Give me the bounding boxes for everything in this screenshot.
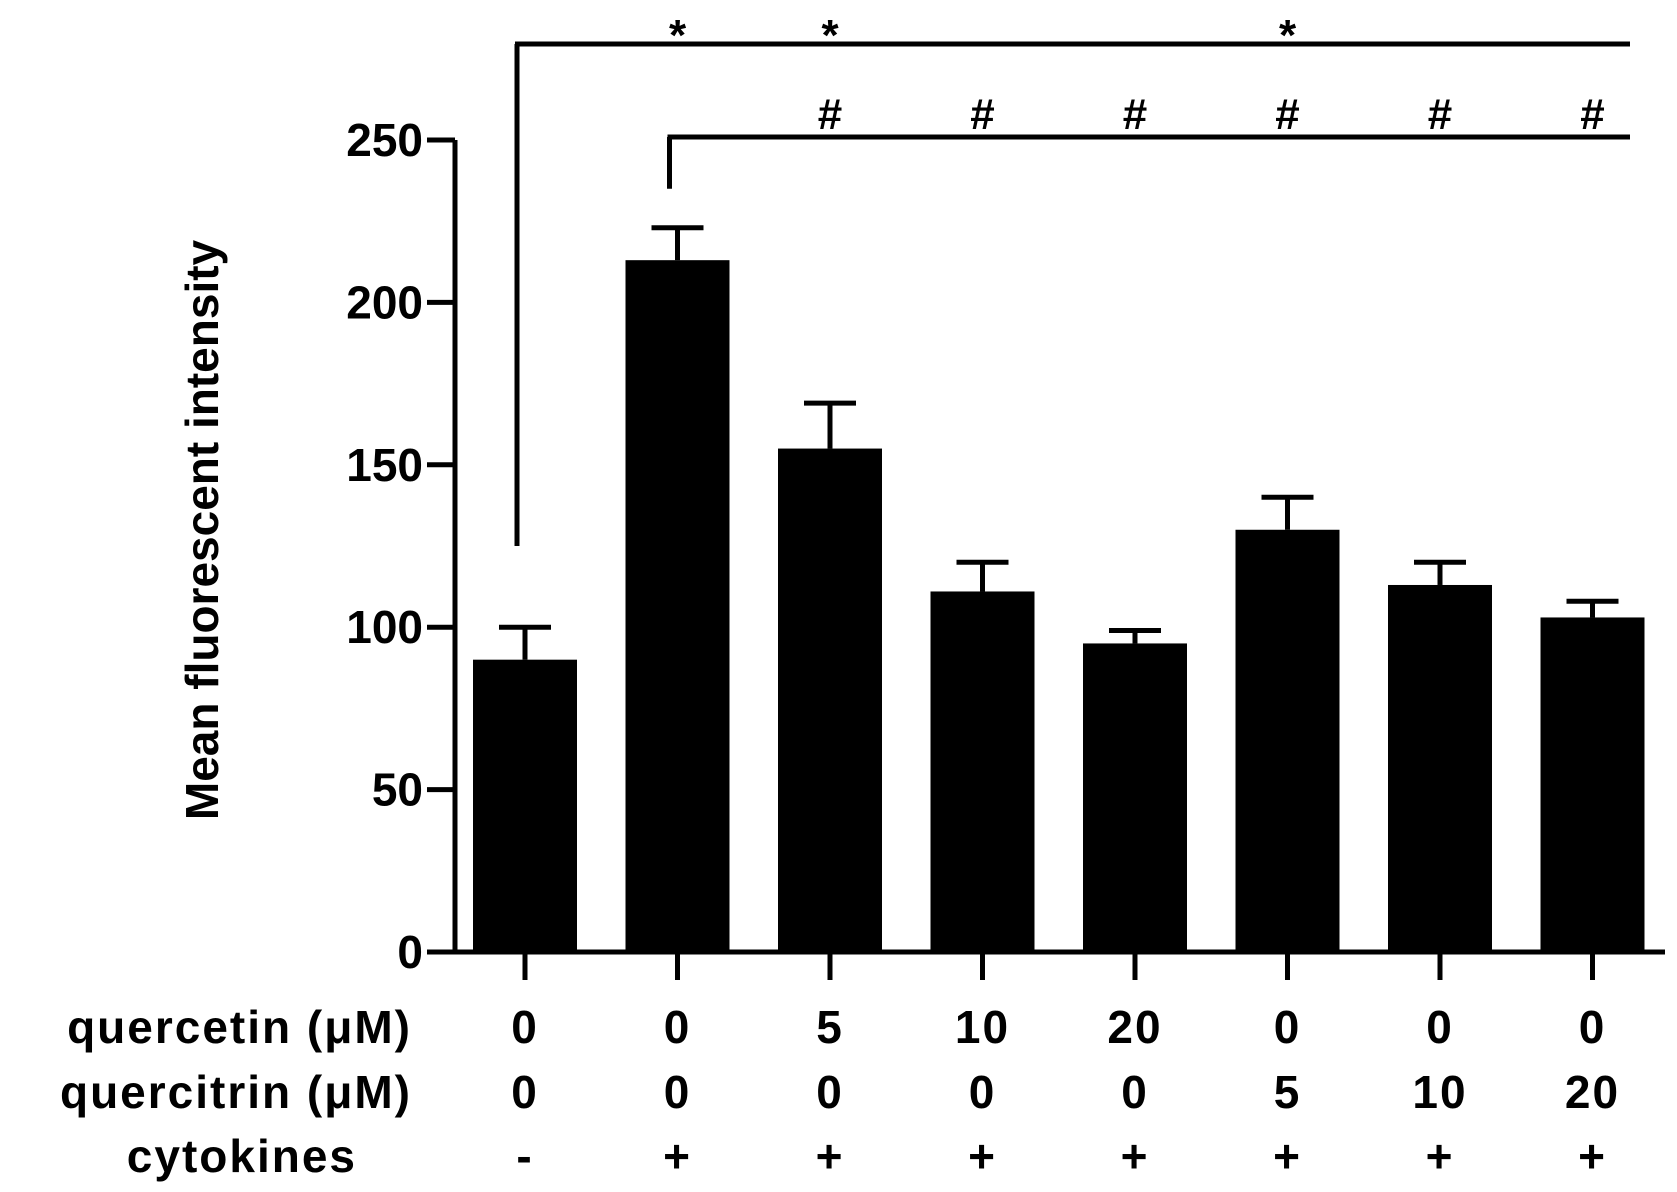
row-value: 0 [511,1066,539,1118]
significance-marker: * [1279,11,1297,60]
row-value: 0 [1579,1001,1607,1053]
y-axis-label: Mean fluorescent intensity [176,239,228,820]
row-value: + [1273,1130,1302,1182]
significance-marker: * [669,11,687,60]
significance-marker: # [1123,90,1147,139]
bar [1235,529,1340,952]
bar [1540,617,1645,952]
row-value: 5 [816,1001,844,1053]
row-label: quercitrin (μM) [60,1066,412,1118]
significance-brackets: * * * # # # # # # [514,11,1630,546]
row-value: 0 [1274,1001,1302,1053]
significance-marker: # [1580,90,1604,139]
row-value: + [663,1130,692,1182]
row-value: - [516,1130,533,1182]
row-value: 10 [955,1001,1010,1053]
significance-marker: * [821,11,839,60]
row-value: 10 [1412,1066,1467,1118]
bar [930,591,1035,952]
row-label: quercetin (μM) [67,1001,412,1053]
row-value: + [816,1130,845,1182]
row-value: + [968,1130,997,1182]
bar [778,448,882,952]
row-value: + [1578,1130,1607,1182]
y-tick-label: 150 [346,439,423,491]
row-value: 0 [664,1066,692,1118]
y-tick-label: 200 [346,276,423,328]
bar [473,659,577,952]
row-value: 0 [969,1066,997,1118]
bar [1083,643,1187,952]
row-value: + [1121,1130,1150,1182]
y-tick-label: 250 [346,114,423,166]
significance-marker: # [1275,90,1299,139]
y-tick-label: 100 [346,601,423,653]
row-value: 0 [816,1066,844,1118]
row-value: 0 [1121,1066,1149,1118]
y-tick-label: 0 [397,926,423,978]
condition-table: quercetin (μM) 0 0 5 10 20 0 0 0 quercitrin (μM) 0… [60,1001,1620,1182]
error-bars [499,225,1619,660]
y-tick-label: 50 [372,764,423,816]
row-value: 0 [1426,1001,1454,1053]
axes: 0 50 100 150 200 250 [346,114,1665,980]
significance-marker: # [970,90,994,139]
significance-marker: # [1428,90,1452,139]
row-value: 20 [1565,1066,1620,1118]
bars [473,260,1645,952]
row-value: 20 [1107,1001,1162,1053]
significance-marker: # [818,90,842,139]
row-value: 5 [1274,1066,1302,1118]
bar [1388,584,1492,952]
row-value: 0 [511,1001,539,1053]
row-value: 0 [664,1001,692,1053]
bar [625,260,730,952]
row-label: cytokines [127,1130,357,1182]
row-value: + [1426,1130,1455,1182]
